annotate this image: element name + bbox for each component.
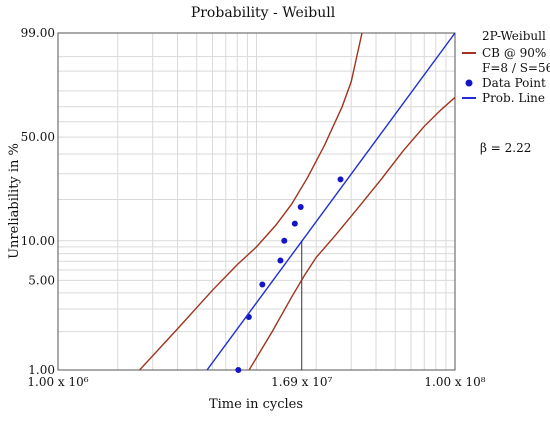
y-tick-label: 1.00 bbox=[28, 363, 55, 377]
series-layer bbox=[138, 33, 455, 373]
x-tick-label: 1.00 x 10⁶ bbox=[27, 375, 88, 389]
x-tick-label: 1.00 x 10⁸ bbox=[424, 375, 485, 389]
x-axis-label: Time in cycles bbox=[209, 397, 303, 412]
y-tick-label: 99.00 bbox=[21, 26, 55, 40]
data-point bbox=[337, 176, 344, 183]
x-tick-label: 1.69 x 10⁷ bbox=[271, 375, 332, 389]
data-point bbox=[281, 237, 288, 244]
beta-annotation: β = 2.22 bbox=[480, 141, 531, 155]
y-tick-label: 50.00 bbox=[21, 130, 55, 144]
data-point bbox=[291, 220, 298, 227]
legend-header: 2P-Weibull bbox=[482, 29, 546, 43]
data-point bbox=[235, 367, 242, 373]
grid-layer bbox=[58, 33, 455, 370]
legend-label: Data Point bbox=[482, 76, 546, 90]
data-point bbox=[277, 257, 284, 264]
legend-label: CB @ 90% bbox=[482, 46, 546, 60]
y-tick-label: 5.00 bbox=[28, 273, 55, 287]
probability-line bbox=[206, 33, 455, 370]
legend-label: F=8 / S=56 bbox=[482, 61, 550, 75]
confidence-bound-curve bbox=[138, 33, 363, 370]
y-axis-label: Unreliability in % bbox=[7, 143, 22, 259]
chart-title: Probability - Weibull bbox=[191, 5, 336, 21]
data-point bbox=[297, 203, 304, 210]
plot-frame bbox=[57, 32, 456, 371]
y-tick-label: 10.00 bbox=[21, 234, 55, 248]
legend-swatch-marker bbox=[465, 79, 473, 87]
tick-labels: 99.00 50.00 10.00 5.00 1.001.00 x 10⁶ 1.69 x … bbox=[21, 26, 486, 389]
data-point bbox=[259, 281, 266, 288]
legend-label: Prob. Line bbox=[482, 91, 545, 105]
confidence-bound-curve bbox=[248, 96, 455, 370]
